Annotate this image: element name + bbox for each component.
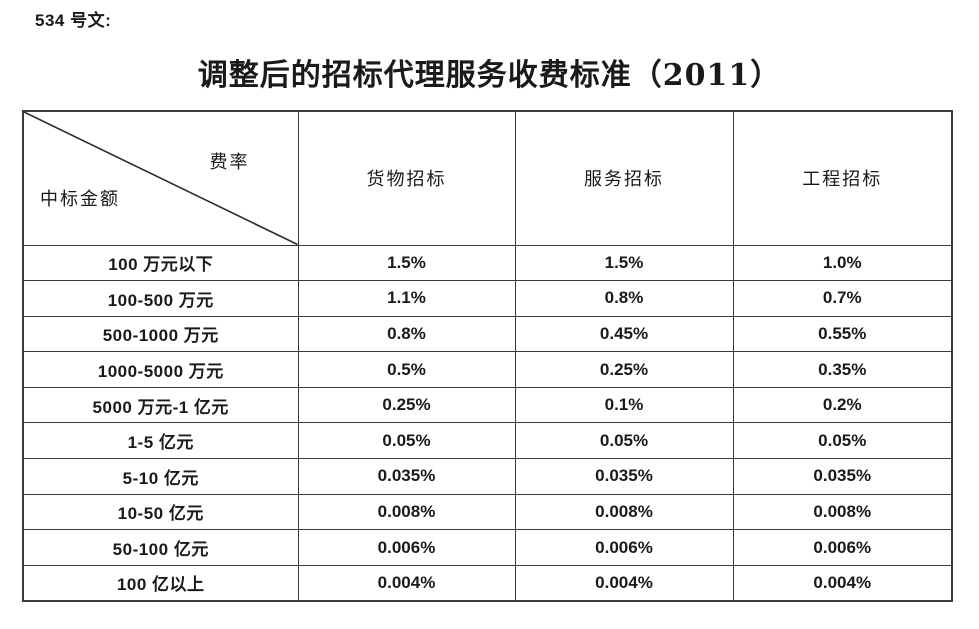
rate-cell: 0.35% (732, 351, 953, 388)
table-row: 10-50 亿元 0.008% 0.008% 0.008% (22, 493, 953, 531)
rate-cell: 1.1% (297, 280, 516, 317)
rate-cell: 0.45% (514, 315, 734, 353)
rate-cell: 0.7% (732, 280, 953, 317)
table-body: 100 万元以下 1.5% 1.5% 1.0% 100-500 万元 1.1% … (22, 244, 953, 602)
page-title: 调整后的招标代理服务收费标准（2011） (197, 58, 782, 93)
column-header-engineering: 工程招标 (732, 110, 953, 246)
header-row: 费率 中标金额 货物招标 服务招标 工程招标 (22, 110, 953, 246)
rate-cell: 0.05% (732, 422, 953, 460)
table-row: 1-5 亿元 0.05% 0.05% 0.05% (22, 422, 953, 460)
rate-cell: 0.035% (514, 458, 734, 495)
rate-cell: 0.008% (732, 493, 953, 531)
rate-cell: 0.008% (514, 493, 734, 531)
table-row: 1000-5000 万元 0.5% 0.25% 0.35% (22, 351, 953, 388)
row-label-cell: 500-1000 万元 (22, 315, 299, 353)
rate-cell: 0.004% (514, 564, 734, 602)
rate-cell: 0.8% (297, 315, 516, 353)
row-label-cell: 10-50 亿元 (22, 493, 299, 531)
rate-cell: 0.5% (297, 351, 516, 388)
row-label-cell: 50-100 亿元 (22, 529, 299, 566)
rate-cell: 0.035% (732, 458, 953, 495)
row-label-cell: 100-500 万元 (22, 280, 299, 317)
corner-label-bid-amount: 中标金额 (40, 188, 120, 210)
table-row: 50-100 亿元 0.006% 0.006% 0.006% (22, 529, 953, 566)
row-label-cell: 5000 万元-1 亿元 (22, 386, 299, 424)
row-label-cell: 5-10 亿元 (22, 458, 299, 495)
table-header: 费率 中标金额 货物招标 服务招标 工程招标 (22, 110, 953, 246)
rate-cell: 0.006% (297, 529, 516, 566)
rate-cell: 0.006% (514, 529, 734, 566)
table-row: 100-500 万元 1.1% 0.8% 0.7% (22, 280, 953, 317)
row-label-cell: 1000-5000 万元 (22, 351, 299, 388)
rate-cell: 0.004% (732, 564, 953, 602)
rate-cell: 0.008% (297, 493, 516, 531)
rate-cell: 1.5% (514, 244, 734, 282)
table-row: 100 亿以上 0.004% 0.004% 0.004% (22, 564, 953, 602)
rate-cell: 0.035% (297, 458, 516, 495)
table-row: 5-10 亿元 0.035% 0.035% 0.035% (22, 458, 953, 495)
column-header-services: 服务招标 (514, 110, 734, 246)
rate-cell: 0.2% (732, 386, 953, 424)
rate-cell: 0.8% (514, 280, 734, 317)
rate-cell: 0.006% (732, 529, 953, 566)
table-row: 500-1000 万元 0.8% 0.45% 0.55% (22, 315, 953, 353)
rate-cell: 1.5% (297, 244, 516, 282)
fee-rate-table: 费率 中标金额 货物招标 服务招标 工程招标 100 万元以下 1.5% 1.5… (22, 110, 953, 602)
rate-cell: 0.004% (297, 564, 516, 602)
rate-cell: 0.05% (514, 422, 734, 460)
document-number-label: 534 号文: (35, 11, 112, 30)
table-row: 100 万元以下 1.5% 1.5% 1.0% (22, 244, 953, 282)
diagonal-corner-cell: 费率 中标金额 (22, 110, 299, 246)
rate-cell: 0.05% (297, 422, 516, 460)
rate-cell: 0.25% (514, 351, 734, 388)
rate-cell: 1.0% (732, 244, 953, 282)
row-label-cell: 1-5 亿元 (22, 422, 299, 460)
row-label-cell: 100 亿以上 (22, 564, 299, 602)
diagonal-divider-line (24, 112, 298, 245)
row-label-cell: 100 万元以下 (22, 244, 299, 282)
table-row: 5000 万元-1 亿元 0.25% 0.1% 0.2% (22, 386, 953, 424)
rate-cell: 0.1% (514, 386, 734, 424)
corner-label-fee-rate: 费率 (209, 152, 250, 173)
rate-cell: 0.55% (732, 315, 953, 353)
column-header-goods: 货物招标 (297, 110, 516, 246)
rate-cell: 0.25% (297, 386, 516, 424)
